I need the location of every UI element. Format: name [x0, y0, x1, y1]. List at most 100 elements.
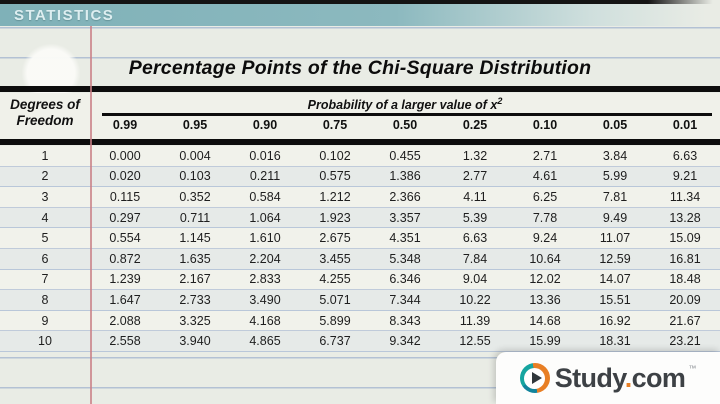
value-cell: 4.11 [463, 189, 487, 204]
value-cell: 0.711 [179, 210, 211, 225]
value-cell: 9.24 [532, 231, 558, 246]
column-header-cell: 0.75 [322, 118, 348, 132]
column-header-cell: 0.10 [532, 118, 558, 132]
df-cell: 6 [41, 251, 49, 266]
value-cell: 1.386 [389, 169, 421, 184]
df-cell: 5 [41, 231, 49, 246]
value-cell: 15.99 [529, 334, 561, 349]
df-cell: 1 [41, 148, 49, 163]
value-cell: 6.63 [462, 231, 488, 246]
value-cell: 6.346 [389, 272, 421, 287]
top-black-strip [0, 0, 720, 4]
value-cell: 1.647 [109, 292, 141, 307]
df-cell: 8 [41, 292, 49, 307]
value-cell: 7.344 [389, 292, 421, 307]
value-cell: 3.940 [179, 334, 211, 349]
value-cell: 2.366 [389, 189, 421, 204]
df-cell: 3 [41, 189, 49, 204]
value-cell: 0.115 [109, 189, 141, 204]
value-cell: 6.25 [532, 189, 558, 204]
value-cell: 3.84 [602, 148, 628, 163]
df-cell: 10 [38, 334, 52, 349]
column-header-cell: 0.05 [602, 118, 628, 132]
df-cell: 9 [41, 313, 49, 328]
value-cell: 13.36 [529, 292, 561, 307]
value-cell: 6.737 [319, 334, 351, 349]
value-cell: 1.145 [179, 231, 211, 246]
value-cell: 5.899 [319, 313, 351, 328]
table-body: 1 0.000 0.004 0.016 0.102 0.455 1.32 2.71 3.84 6.… [0, 146, 720, 352]
probability-group-label: Probability of a larger value of x2 [307, 96, 503, 113]
value-cell: 9.49 [602, 210, 628, 225]
value-cell: 5.39 [462, 210, 488, 225]
value-cell: 1.610 [249, 231, 281, 246]
value-cell: 1.923 [319, 210, 351, 225]
value-cell: 14.68 [529, 313, 561, 328]
value-cell: 0.455 [389, 148, 421, 163]
value-cell: 8.343 [389, 313, 421, 328]
value-cell: 23.21 [669, 334, 701, 349]
value-cell: 0.020 [109, 169, 141, 184]
column-header-cell: 0.25 [462, 118, 488, 132]
value-cell: 21.67 [669, 313, 701, 328]
value-cell: 0.211 [249, 169, 281, 184]
value-cell: 1.239 [109, 272, 141, 287]
value-cell: 4.61 [532, 169, 558, 184]
value-cell: 12.59 [599, 251, 631, 266]
value-cell: 9.04 [462, 272, 488, 287]
value-cell: 10.64 [529, 251, 561, 266]
value-cell: 0.297 [109, 210, 141, 225]
value-cell: 16.92 [599, 313, 631, 328]
brand-wordmark: Study.com [554, 362, 686, 393]
value-cell: 1.212 [319, 189, 351, 204]
trademark-symbol: ™ [688, 364, 697, 373]
column-header-cell: 0.99 [112, 118, 138, 132]
df-cell: 7 [41, 272, 49, 287]
value-cell: 0.554 [109, 231, 141, 246]
value-cell: 2.675 [319, 231, 351, 246]
df-cell: 2 [41, 169, 49, 184]
value-cell: 20.09 [669, 292, 701, 307]
degrees-of-freedom-line1: Degrees of [10, 97, 80, 112]
hole-punch [22, 44, 80, 102]
value-cell: 7.78 [532, 210, 558, 225]
value-cell: 4.865 [249, 334, 281, 349]
degrees-of-freedom-header: Degrees of Freedom [0, 97, 90, 130]
value-cell: 0.872 [109, 251, 141, 266]
value-cell: 0.102 [319, 148, 351, 163]
header-divider-rule [0, 139, 720, 145]
value-cell: 1.064 [249, 210, 281, 225]
chi-square-exponent: 2 [497, 96, 503, 106]
column-header-cell: 0.01 [672, 118, 698, 132]
play-circle-icon [519, 363, 550, 393]
table-row: 5 0.554 1.145 1.610 2.675 4.351 6.63 9.24 11.07 1… [0, 228, 720, 249]
topic-banner: STATISTICS [0, 4, 720, 26]
df-cell: 4 [41, 210, 49, 225]
value-cell: 11.34 [669, 189, 701, 204]
value-cell: 0.000 [109, 148, 141, 163]
value-cell: 0.584 [249, 189, 281, 204]
table-header-band [0, 93, 720, 139]
value-cell: 18.48 [669, 272, 701, 287]
value-cell: 4.168 [249, 313, 281, 328]
probability-underline-rule [102, 113, 712, 116]
table-row: 3 0.115 0.352 0.584 1.212 2.366 4.11 6.25 7.81 11… [0, 187, 720, 208]
value-cell: 7.81 [602, 189, 628, 204]
value-cell: 15.09 [669, 231, 701, 246]
value-cell: 0.103 [179, 169, 211, 184]
table-row: 10 2.558 3.940 4.865 6.737 9.342 12.55 15.99 18.… [0, 331, 720, 352]
value-cell: 2.733 [179, 292, 211, 307]
value-cell: 6.63 [672, 148, 698, 163]
value-cell: 18.31 [599, 334, 631, 349]
value-cell: 13.28 [669, 210, 701, 225]
value-cell: 2.167 [179, 272, 211, 287]
value-cell: 15.51 [599, 292, 631, 307]
value-cell: 0.004 [179, 148, 211, 163]
value-cell: 5.348 [389, 251, 421, 266]
degrees-of-freedom-line2: Freedom [16, 113, 74, 129]
value-cell: 12.55 [459, 334, 491, 349]
table-title: Percentage Points of the Chi-Square Dist… [128, 57, 592, 79]
value-cell: 2.833 [249, 272, 281, 287]
table-row: 6 0.872 1.635 2.204 3.455 5.348 7.84 10.64 12.59… [0, 248, 720, 270]
